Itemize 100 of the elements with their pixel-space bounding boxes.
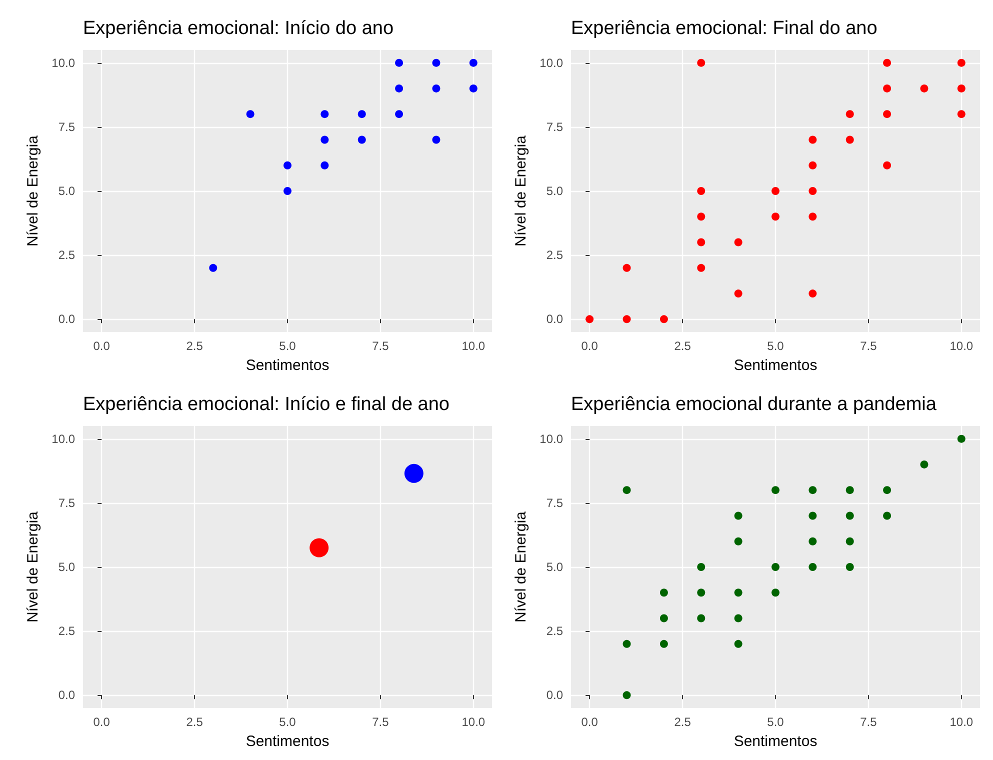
point <box>734 614 742 622</box>
point <box>846 110 854 118</box>
x-axis-title: Sentimentos <box>246 357 330 374</box>
y-tick-label: 0.0 <box>546 688 564 702</box>
point <box>772 187 780 195</box>
point <box>358 110 366 118</box>
point <box>808 290 817 298</box>
point <box>697 58 706 67</box>
point <box>883 512 892 520</box>
point <box>957 84 966 92</box>
x-tick-label: 2.5 <box>674 715 692 729</box>
point <box>246 110 254 118</box>
point <box>660 588 668 597</box>
x-axis-title: Sentimentos <box>734 733 818 750</box>
y-tick-label: 7.5 <box>58 120 76 134</box>
y-tick-label: 7.5 <box>546 120 564 134</box>
y-tick-label: 10.0 <box>540 432 564 446</box>
point <box>883 161 892 170</box>
point <box>808 161 817 170</box>
y-tick-label: 5.0 <box>546 184 564 198</box>
point <box>320 161 329 170</box>
point <box>846 486 854 494</box>
x-tick-label: 7.5 <box>860 339 878 353</box>
point <box>734 588 742 597</box>
point <box>469 84 478 92</box>
y-tick-label: 5.0 <box>58 184 76 198</box>
point <box>734 512 742 520</box>
point <box>808 537 817 546</box>
point <box>395 58 404 67</box>
point <box>846 563 854 571</box>
point <box>883 110 892 118</box>
point <box>920 460 928 468</box>
x-tick-label: 10.0 <box>950 715 974 729</box>
point <box>808 486 817 494</box>
point <box>808 563 817 571</box>
y-axis-title: Nível de Energia <box>24 134 42 246</box>
x-axis-title: Sentimentos <box>734 357 818 374</box>
point <box>697 238 706 246</box>
point <box>209 264 218 272</box>
point <box>660 640 668 648</box>
point <box>734 640 742 648</box>
point <box>622 486 631 494</box>
point <box>808 187 817 195</box>
y-tick-label: 10.0 <box>52 432 76 446</box>
x-tick-label: 10.0 <box>462 339 486 353</box>
chart-title: Experiência emocional: Início do ano <box>83 18 394 39</box>
y-tick-label: 0.0 <box>58 688 76 702</box>
point <box>395 110 404 118</box>
y-tick-label: 7.5 <box>58 496 76 510</box>
point <box>432 84 440 92</box>
point <box>734 290 742 298</box>
point <box>772 212 780 221</box>
point <box>622 264 631 272</box>
x-tick-label: 0.0 <box>93 339 110 353</box>
x-tick-label: 5.0 <box>767 715 784 729</box>
point <box>957 58 966 67</box>
point <box>320 136 329 144</box>
y-axis-title: Nível de Energia <box>512 134 530 246</box>
y-tick-label: 2.5 <box>546 248 564 262</box>
x-tick-label: 5.0 <box>279 715 296 729</box>
point <box>734 238 742 246</box>
x-tick-label: 7.5 <box>372 715 390 729</box>
y-tick-label: 0.0 <box>58 312 76 326</box>
point <box>846 512 854 520</box>
y-tick-label: 5.0 <box>58 560 76 574</box>
y-tick-label: 0.0 <box>546 312 564 326</box>
point <box>697 563 706 571</box>
point <box>622 640 631 648</box>
point <box>846 537 854 546</box>
point <box>808 212 817 221</box>
point <box>772 563 780 571</box>
point <box>660 614 668 622</box>
y-axis-title: Nível de Energia <box>512 510 530 622</box>
point <box>772 486 780 494</box>
x-tick-label: 10.0 <box>950 339 974 353</box>
point <box>432 58 440 67</box>
point <box>697 614 706 622</box>
x-tick-label: 2.5 <box>186 339 204 353</box>
y-tick-label: 5.0 <box>546 560 564 574</box>
point <box>883 84 892 92</box>
point <box>846 136 854 144</box>
x-tick-label: 0.0 <box>93 715 110 729</box>
chart-title: Experiência emocional: Final do ano <box>571 18 878 39</box>
y-tick-label: 10.0 <box>52 56 76 70</box>
x-tick-label: 7.5 <box>372 339 390 353</box>
x-tick-label: 5.0 <box>279 339 296 353</box>
point <box>808 136 817 144</box>
point <box>883 58 892 67</box>
point <box>432 136 440 144</box>
point <box>395 84 404 92</box>
y-tick-label: 2.5 <box>58 624 76 638</box>
point <box>697 187 706 195</box>
point <box>586 315 594 324</box>
point <box>957 110 966 118</box>
y-tick-label: 2.5 <box>58 248 76 262</box>
y-tick-label: 2.5 <box>546 624 564 638</box>
x-tick-label: 2.5 <box>186 715 204 729</box>
point <box>358 136 366 144</box>
point <box>920 84 928 92</box>
chart-title: Experiência emocional durante a pandemia <box>571 394 937 415</box>
